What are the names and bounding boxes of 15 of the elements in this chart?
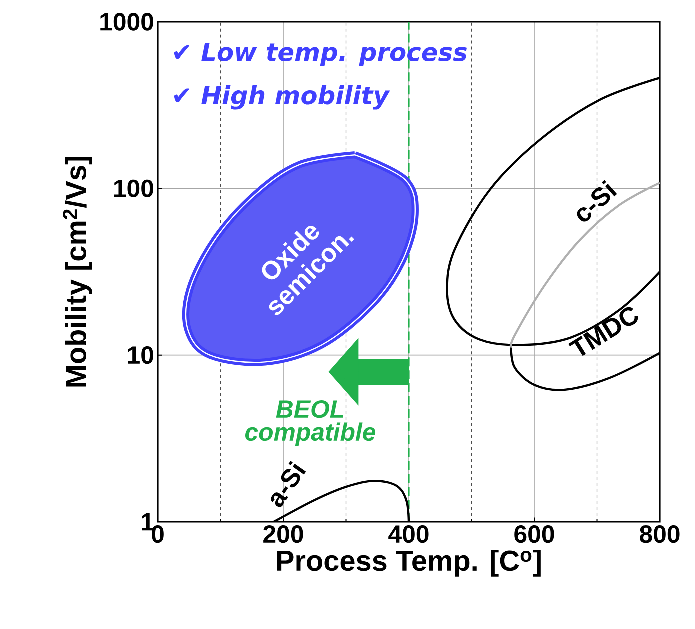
x-tick-label: 0 [152,526,164,544]
annotation: ✔ High mobility [174,86,390,110]
y-tick-label: 10 [128,346,154,364]
x-tick-label: 600 [514,526,554,544]
y-tick-label: 100 [114,180,154,198]
y-tick-label: 1 [142,513,154,531]
ref-line-label: BEOL compatible [246,400,376,446]
x-tick-label: 200 [264,526,304,544]
annotation: ✔ Low temp. process [174,43,468,66]
y-axis-title: Mobility [cm$^{2}$/Vs] [63,156,92,387]
x-tick-label: 800 [640,526,680,544]
x-tick-label: 400 [388,526,429,544]
text: c-Si [577,180,618,222]
y-tick-label: 1000 [100,13,154,31]
x-axis-title: Process Temp. [C$^{o}$] [277,550,541,577]
